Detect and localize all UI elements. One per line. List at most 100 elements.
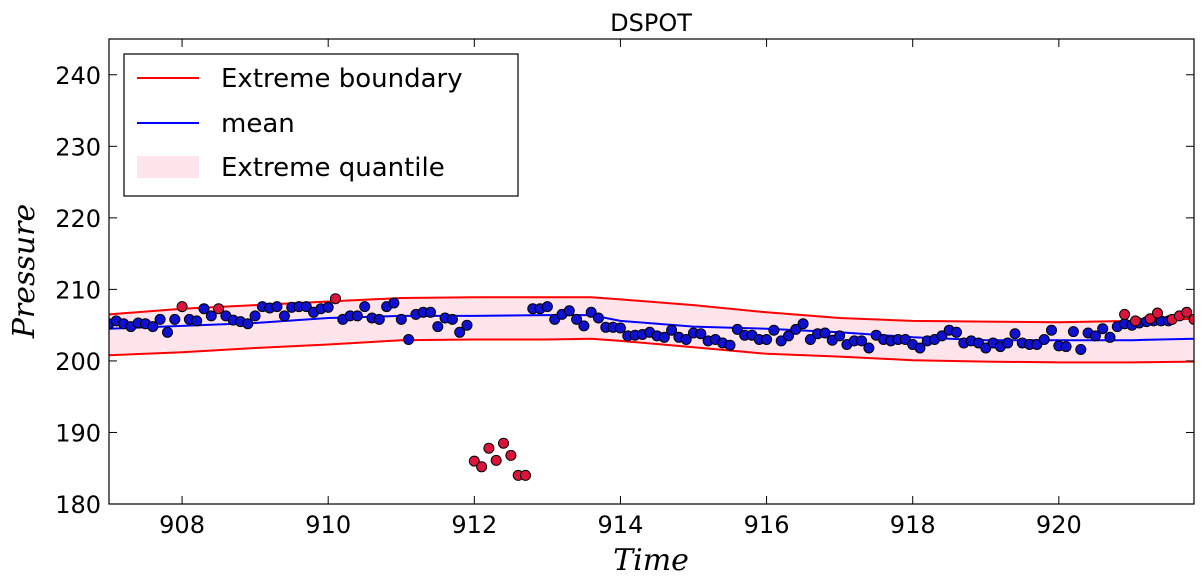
normal-data-point bbox=[761, 334, 773, 345]
normal-data-point bbox=[373, 313, 385, 325]
y-axis-label: Pressure bbox=[7, 204, 42, 340]
normal-data-point bbox=[658, 331, 670, 343]
anomaly-data-point bbox=[476, 461, 488, 473]
normal-data-point bbox=[571, 313, 583, 325]
normal-data-point bbox=[666, 324, 678, 336]
legend-extreme-quantile-swatch bbox=[137, 156, 199, 178]
x-tick-label: 910 bbox=[305, 511, 351, 539]
normal-data-point bbox=[541, 301, 553, 313]
y-tick-label: 200 bbox=[55, 348, 101, 376]
normal-data-point bbox=[1067, 326, 1079, 338]
normal-data-point bbox=[162, 326, 173, 338]
normal-data-point bbox=[804, 334, 816, 345]
normal-data-point bbox=[322, 301, 334, 313]
normal-data-point bbox=[563, 305, 575, 317]
x-tick-label: 920 bbox=[1036, 511, 1082, 539]
normal-data-point bbox=[388, 297, 400, 309]
anomaly-data-point bbox=[1130, 315, 1141, 327]
legend-extreme-quantile-label: Extreme quantile bbox=[221, 153, 445, 183]
anomaly-data-point bbox=[1144, 313, 1156, 325]
normal-data-point bbox=[351, 310, 363, 322]
normal-data-point bbox=[1009, 328, 1021, 340]
y-tick-label: 180 bbox=[55, 491, 101, 519]
normal-data-point bbox=[147, 321, 159, 333]
normal-data-point bbox=[578, 320, 590, 332]
anomaly-data-point bbox=[520, 469, 531, 481]
chart-title: DSPOT bbox=[610, 9, 692, 37]
normal-data-point bbox=[1038, 334, 1050, 345]
normal-data-point bbox=[278, 310, 290, 322]
normal-data-point bbox=[454, 326, 466, 338]
y-tick-label: 220 bbox=[55, 205, 101, 233]
normal-data-point bbox=[432, 321, 444, 333]
normal-data-point bbox=[446, 313, 458, 325]
x-tick-label: 914 bbox=[598, 511, 644, 539]
normal-data-point bbox=[242, 318, 254, 330]
y-tick-label: 230 bbox=[55, 133, 101, 161]
x-tick-label: 916 bbox=[744, 511, 790, 539]
normal-data-point bbox=[425, 306, 436, 318]
normal-data-point bbox=[198, 303, 210, 315]
anomaly-data-point bbox=[490, 454, 502, 466]
x-tick-label: 908 bbox=[159, 511, 205, 539]
extreme-boundary-lower-line bbox=[109, 337, 1194, 364]
normal-data-point bbox=[1089, 330, 1101, 342]
normal-data-point bbox=[249, 310, 261, 322]
anomaly-data-point bbox=[1119, 308, 1131, 320]
anomaly-data-point bbox=[213, 303, 225, 315]
anomaly-data-point bbox=[505, 449, 517, 461]
normal-data-point bbox=[797, 318, 809, 330]
legend-extreme-boundary-label: Extreme boundary bbox=[221, 64, 463, 94]
normal-data-point bbox=[585, 306, 597, 318]
x-tick-label: 912 bbox=[451, 511, 497, 539]
anomaly-data-point bbox=[468, 455, 480, 467]
anomaly-data-point bbox=[330, 293, 341, 305]
normal-data-point bbox=[1046, 324, 1057, 336]
normal-data-point bbox=[819, 327, 831, 339]
normal-data-point bbox=[1104, 331, 1116, 343]
x-tick-label: 918 bbox=[890, 511, 936, 539]
plot-frame bbox=[108, 38, 1195, 505]
normal-data-point bbox=[1060, 341, 1072, 353]
y-tick-label: 240 bbox=[55, 62, 101, 90]
legend: Extreme boundary mean Extreme quantile bbox=[123, 53, 519, 197]
anomaly-data-point bbox=[1188, 313, 1194, 325]
normal-data-point bbox=[856, 335, 868, 347]
normal-data-point bbox=[359, 301, 371, 313]
normal-data-point bbox=[191, 315, 203, 327]
normal-data-point bbox=[834, 330, 846, 342]
normal-data-point bbox=[951, 326, 962, 338]
normal-data-point bbox=[936, 330, 948, 342]
legend-mean-label: mean bbox=[221, 109, 295, 139]
normal-data-point bbox=[169, 313, 181, 325]
normal-data-point bbox=[154, 313, 166, 325]
x-axis-label: Time bbox=[613, 543, 689, 578]
normal-data-point bbox=[593, 312, 604, 324]
y-tick-label: 190 bbox=[55, 419, 101, 447]
normal-data-point bbox=[914, 342, 926, 354]
normal-data-point bbox=[790, 323, 802, 335]
anomaly-data-point bbox=[1181, 306, 1193, 318]
normal-data-point bbox=[403, 334, 415, 345]
normal-data-point bbox=[783, 330, 794, 342]
normal-data-point bbox=[205, 310, 217, 322]
y-tick-label: 210 bbox=[55, 276, 101, 304]
normal-data-point bbox=[1075, 344, 1087, 355]
normal-data-point bbox=[724, 339, 736, 351]
normal-data-point bbox=[695, 328, 707, 340]
normal-data-point bbox=[680, 334, 692, 345]
normal-data-point bbox=[461, 319, 473, 331]
data-points bbox=[109, 293, 1194, 481]
anomaly-data-point bbox=[176, 301, 188, 313]
anomaly-data-point bbox=[498, 437, 509, 449]
normal-data-point bbox=[395, 313, 407, 325]
normal-data-point bbox=[271, 301, 283, 313]
normal-data-point bbox=[1002, 337, 1014, 349]
axis-ticks: 908 910 912 914 916 918 920 180 190 200 210 220 230 2… bbox=[55, 39, 1194, 539]
normal-data-point bbox=[614, 322, 626, 334]
anomaly-data-point bbox=[1152, 307, 1163, 319]
normal-data-point bbox=[1097, 323, 1109, 335]
normal-data-point bbox=[768, 324, 780, 336]
normal-data-point bbox=[731, 323, 743, 335]
